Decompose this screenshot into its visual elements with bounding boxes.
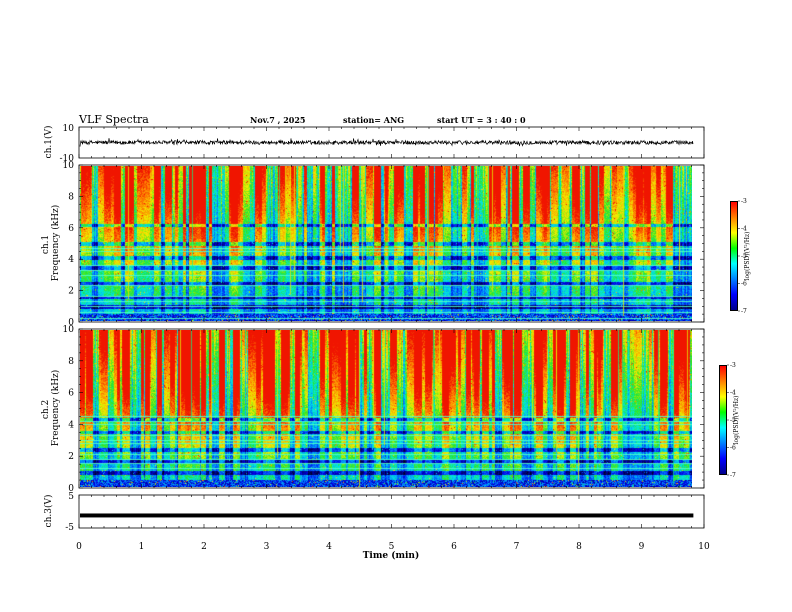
- y-tick-label: 10: [63, 161, 75, 171]
- ch2-ylabel-freq: Frequency (kHz): [50, 370, 61, 447]
- x-tick-label: 6: [451, 542, 457, 552]
- ch2-colorbar-ticks: -3 -4 -5 -6 -7: [727, 362, 736, 479]
- y-tick-label: 6: [68, 224, 74, 234]
- figure-title: VLF Spectra: [78, 113, 149, 126]
- ch1-spectrogram-image: [80, 166, 692, 321]
- colorbar-tick-label: -7: [730, 472, 736, 479]
- ch2-spectrogram-image: [80, 330, 692, 487]
- date-label: Nov.7 , 2025: [250, 115, 305, 125]
- ch2-spectrogram-panel: 0 2 4 6 8 10 ch.2 Frequency (kHz) -3 -4 -5 -6 -7 …: [41, 325, 740, 494]
- colorbar-tick-label: -4: [730, 390, 736, 397]
- x-tick-label: 10: [698, 542, 710, 552]
- station-label: station= ANG: [343, 115, 404, 125]
- ch3-waveform-panel: 5 -5 ch.3(V): [43, 492, 705, 533]
- y-tick-label: 0: [68, 318, 74, 328]
- ch1-colorbar-gradient: [730, 201, 738, 311]
- ch3-waveform-frame: [78, 494, 705, 529]
- colorbar-tick-label: -6: [741, 281, 747, 288]
- x-tick-label: 4: [326, 542, 332, 552]
- ch1-colorbar-label: log(PSD)(V²/Hz): [744, 232, 751, 281]
- ch1-colorbar: -3 -4 -5 -6 -7 log(PSD)(V²/Hz): [730, 198, 751, 315]
- ch1-spectrogram-ylabel: ch.1 Frequency (kHz): [41, 205, 61, 282]
- y-tick-label: 4: [68, 420, 74, 430]
- ch1-ytick-bottom: -10: [60, 154, 75, 164]
- y-tick-label: 2: [68, 452, 74, 462]
- x-tick-label: 8: [576, 542, 582, 552]
- x-tick-label: 2: [201, 542, 207, 552]
- y-tick-label: 2: [68, 287, 74, 297]
- ch1-ylabel-freq: Frequency (kHz): [50, 205, 61, 282]
- time-axis: 0 1 2 3 4 5 6 7 8 9 10: [76, 127, 710, 552]
- y-tick-label: 8: [68, 357, 74, 367]
- ch1-ylabel-channel: ch.1: [41, 235, 51, 254]
- ch2-colorbar-label: log(PSD)(V²/Hz): [733, 396, 740, 445]
- x-tick-label: 7: [514, 542, 520, 552]
- x-tick-label: 1: [139, 542, 145, 552]
- y-tick-label: 10: [63, 325, 75, 335]
- colorbar-tick-label: -6: [730, 445, 736, 452]
- ch3-waveform-trace: [80, 513, 694, 518]
- colorbar-tick-label: -3: [730, 362, 736, 369]
- colorbar-tick-label: -3: [741, 198, 747, 205]
- ch3-ytick-top: 5: [68, 492, 74, 502]
- ch3-ylabel: ch.3(V): [43, 495, 54, 528]
- ch2-ylabel-channel: ch.2: [41, 400, 51, 419]
- colorbar-tick-label: -5: [741, 253, 747, 260]
- ch2-spectrogram-ylabel: ch.2 Frequency (kHz): [41, 370, 61, 447]
- x-tick-label: 3: [264, 542, 270, 552]
- ch2-colorbar-gradient: [719, 365, 727, 475]
- x-tick-label: 5: [389, 542, 395, 552]
- x-tick-label: 9: [639, 542, 645, 552]
- time-axis-label: Time (min): [363, 550, 420, 561]
- colorbar-tick-label: -5: [730, 417, 736, 424]
- colorbar-tick-label: -7: [741, 308, 747, 315]
- ch1-waveform-panel: 10 -10 ch.1(V): [43, 124, 705, 164]
- y-tick-label: 6: [68, 389, 74, 399]
- y-tick-label: 8: [68, 192, 74, 202]
- y-tick-label: 4: [68, 255, 74, 265]
- x-tick-label: 0: [76, 542, 82, 552]
- ch1-spectrogram-panel: 0 2 4 6 8 10 ch.1 Frequency (kHz) -3 -4 -5 -6 -7 …: [41, 161, 751, 328]
- ch1-waveform-trace: [79, 138, 694, 147]
- ch1-colorbar-ticks: -3 -4 -5 -6 -7: [738, 198, 747, 315]
- ch2-colorbar: -3 -4 -5 -6 -7 log(PSD)(V²/Hz): [719, 362, 740, 479]
- ch2-spectrogram-yticks: 0 2 4 6 8 10: [63, 325, 704, 494]
- ch3-ytick-bottom: -5: [65, 523, 74, 533]
- start-time-label: start UT = 3 : 40 : 0: [437, 115, 526, 125]
- ch1-ytick-top: 10: [63, 124, 75, 134]
- ch1-ylabel: ch.1(V): [43, 126, 54, 159]
- colorbar-tick-label: -4: [741, 226, 747, 233]
- ch1-spectrogram-yticks: 0 2 4 6 8 10: [63, 161, 704, 328]
- y-tick-label: 0: [68, 484, 74, 494]
